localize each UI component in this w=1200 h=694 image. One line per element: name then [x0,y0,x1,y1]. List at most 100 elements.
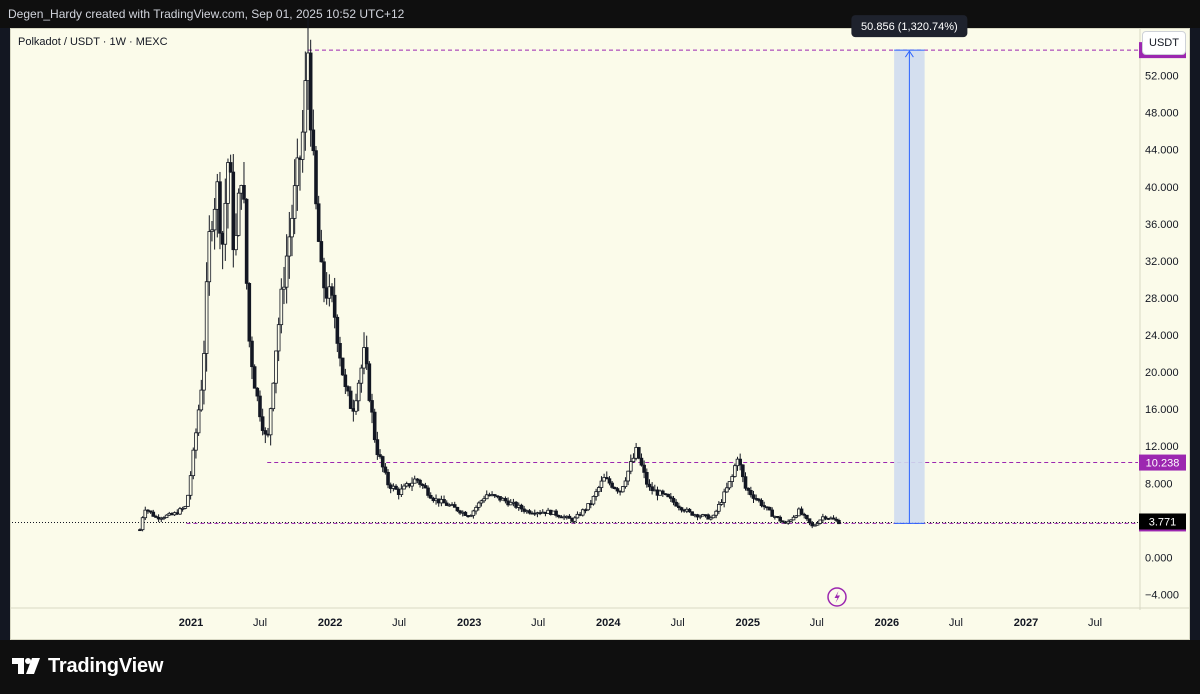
x-tick-label: Jul [1088,617,1102,629]
x-tick-label: 2025 [736,617,760,629]
x-tick-label: Jul [392,617,406,629]
candle-body [228,162,233,173]
candle-body [669,496,673,499]
y-tick-label: 40.000 [1145,182,1179,194]
measure-arrow-head [904,50,914,58]
candle-body [258,395,262,418]
candle-body [188,475,193,496]
candle-body [204,281,209,354]
candle-body [837,520,841,525]
candle-body [722,491,726,503]
candle-body [636,447,641,459]
candle-body [623,480,628,487]
x-tick-label: 2026 [875,617,899,629]
candle-body [402,485,406,490]
candle-body [364,347,369,365]
candle-body [690,511,694,516]
measure-tooltip-label: 50.856 (1,320.74%) [861,21,958,33]
last-price-tag [1139,513,1186,530]
candle-body [263,430,268,435]
candle-body [789,519,793,522]
candle-body [759,500,764,506]
candle-body [359,367,364,384]
candle-body [709,517,713,520]
candle-body [399,488,404,495]
candle-body [426,487,430,496]
x-tick-label: 2024 [596,617,621,629]
candle-body [332,294,337,318]
candle-body [162,517,166,519]
candle-body [741,464,745,478]
y-tick-label: 48.000 [1145,108,1179,120]
candle-body [164,514,169,518]
candle-body [738,458,742,466]
candle-body [343,374,348,388]
candle-body [178,508,182,515]
candle-body [711,514,716,519]
candle-body [714,510,718,516]
candle-body [596,487,601,493]
candle-body [140,517,145,531]
candle-body [292,185,297,219]
candle-body [626,470,630,482]
candle-body [348,390,353,409]
candle-body [330,286,334,296]
candle-body [279,288,284,326]
candle-body [186,494,190,507]
candle-body [527,510,532,514]
y-tick-label: 8.000 [1145,478,1173,490]
candle-body [428,494,433,499]
candle-body [645,471,649,485]
y-tick-label: 36.000 [1145,219,1179,231]
lightning-icon[interactable] [827,587,847,607]
x-tick-label: 2022 [318,617,342,629]
candle-body [799,508,804,515]
candle-body [781,520,785,523]
lightning-bolt-glyph [834,591,840,603]
candle-body [210,229,214,232]
last-price-tag-text: 3.771 [1149,516,1177,528]
candle-body [444,502,449,506]
candle-body [791,516,796,521]
candle-body [484,494,489,500]
x-tick-label: Jul [253,617,267,629]
candle-body [519,504,524,510]
candle-body [612,486,617,490]
x-tick-label: 2021 [179,617,203,629]
currency-button[interactable]: USDT [1142,31,1186,55]
candle-body [271,382,276,410]
x-tick-label: 2023 [457,617,481,629]
candle-body [303,80,308,133]
candle-body [794,515,798,518]
y-tick-label: 12.000 [1145,441,1179,453]
candle-body [818,519,823,524]
candle-body [602,477,606,482]
candle-body [762,505,766,508]
y-tick-label: 44.000 [1145,145,1179,157]
candle-body [786,520,790,524]
y-tick-label: 28.000 [1145,293,1179,305]
candle-body [514,501,518,508]
candle-body [719,502,724,505]
candle-body [236,192,241,236]
candle-body [300,131,305,160]
candle-body [749,490,753,496]
candle-body [412,478,417,484]
candle-body [202,353,206,391]
candle-body [575,513,580,519]
candle-body [631,457,636,463]
candle-body [319,241,324,263]
candle-body [746,487,750,491]
candle-body [380,456,385,468]
candle-body [677,505,681,509]
candle-body [743,476,748,489]
candle-body [143,509,148,519]
candle-body [567,515,572,519]
candle-body [620,486,625,493]
candle-body [479,500,484,504]
candle-body [311,129,316,152]
candle-body [586,503,590,511]
candle-body [834,518,839,521]
candle-body [423,485,428,489]
